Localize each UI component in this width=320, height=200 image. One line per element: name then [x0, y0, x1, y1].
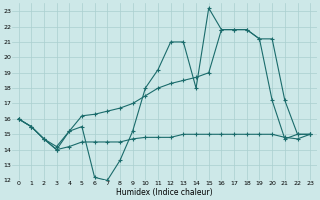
X-axis label: Humidex (Indice chaleur): Humidex (Indice chaleur) — [116, 188, 213, 197]
